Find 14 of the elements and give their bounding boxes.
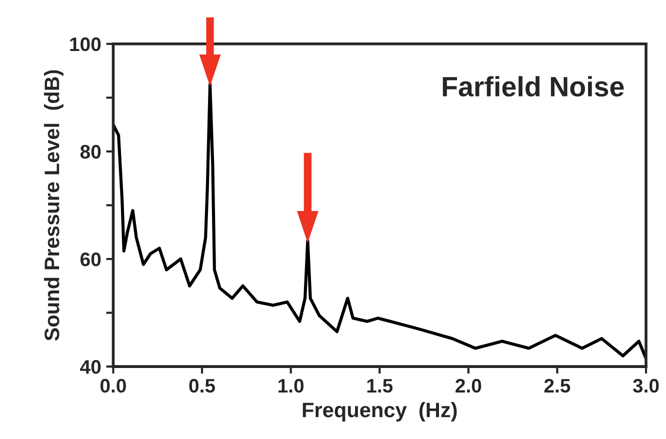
x-tick-label: 1.0 (278, 378, 304, 393)
y-tick-label: 40 (80, 360, 101, 374)
y-tick-label: 100 (70, 37, 101, 52)
text: Farfield Noise (442, 76, 624, 97)
x-tick-label: 0.0 (100, 378, 126, 393)
x-tick-label: 0.5 (189, 378, 215, 393)
x-tick-label: 3.0 (632, 378, 659, 393)
y-axis-title: Sound Pressure Level (dB) (44, 70, 64, 341)
x-tick-label: 2.5 (544, 378, 570, 393)
x-axis-title: Frequency (Hz) (302, 402, 457, 422)
y-tick-label: 80 (80, 144, 101, 159)
x-tick-label: 2.0 (456, 378, 482, 393)
x-tick-label: 1.5 (367, 379, 393, 393)
y-tick-label: 60 (80, 252, 101, 266)
